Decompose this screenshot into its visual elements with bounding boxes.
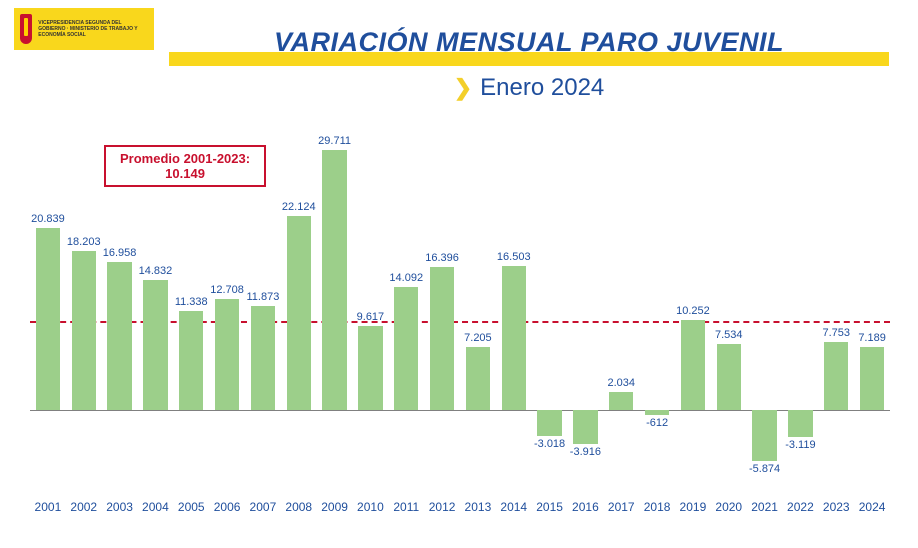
bar-value-label: 12.708 bbox=[210, 284, 244, 296]
bar-value-label: -3.119 bbox=[785, 439, 815, 451]
bar-value-label: 14.832 bbox=[139, 265, 173, 277]
bar bbox=[788, 410, 812, 437]
bar-value-label: 16.503 bbox=[497, 251, 531, 263]
x-axis-label: 2018 bbox=[644, 500, 671, 514]
average-value: 10.149 bbox=[120, 166, 250, 181]
bar-value-label: 7.534 bbox=[715, 329, 743, 341]
x-axis-label: 2009 bbox=[321, 500, 348, 514]
bar-value-label: 7.189 bbox=[858, 332, 886, 344]
average-label: Promedio 2001-2023: bbox=[120, 151, 250, 166]
x-axis-label: 2020 bbox=[715, 500, 742, 514]
x-axis-label: 2004 bbox=[142, 500, 169, 514]
bar bbox=[107, 262, 131, 410]
bar-value-label: 16.396 bbox=[425, 252, 459, 264]
x-axis-label: 2017 bbox=[608, 500, 635, 514]
bar bbox=[860, 347, 884, 410]
bar-value-label: -3.018 bbox=[534, 438, 565, 450]
x-axis-label: 2016 bbox=[572, 500, 599, 514]
x-axis: 2001200220032004200520062007200820092010… bbox=[30, 490, 890, 510]
bar bbox=[466, 347, 490, 410]
bar bbox=[72, 251, 96, 410]
subtitle: Enero 2024 bbox=[480, 74, 604, 102]
x-axis-label: 2013 bbox=[465, 500, 492, 514]
bar-value-label: 22.124 bbox=[282, 201, 316, 213]
x-axis-label: 2006 bbox=[214, 500, 241, 514]
bar bbox=[358, 326, 382, 410]
bar bbox=[430, 267, 454, 410]
x-axis-label: 2021 bbox=[751, 500, 778, 514]
x-axis-label: 2003 bbox=[106, 500, 133, 514]
bar bbox=[322, 150, 346, 410]
x-axis-label: 2024 bbox=[859, 500, 886, 514]
x-axis-label: 2015 bbox=[536, 500, 563, 514]
logo-text: VICEPRESIDENCIA SEGUNDA DEL GOBIERNO · M… bbox=[38, 20, 148, 38]
bar bbox=[179, 311, 203, 410]
x-axis-label: 2014 bbox=[500, 500, 527, 514]
bar-value-label: 11.338 bbox=[175, 296, 208, 308]
bar-chart: 20.83918.20316.95814.832 11.33812.70811.8… bbox=[30, 130, 890, 520]
bar-value-label: 9.617 bbox=[357, 311, 385, 323]
x-axis-label: 2010 bbox=[357, 500, 384, 514]
bar bbox=[717, 344, 741, 410]
bar bbox=[609, 392, 633, 410]
bar-value-label: 18.203 bbox=[67, 236, 101, 248]
bar-value-label: 14.092 bbox=[389, 272, 423, 284]
subtitle-row: ❯ Enero 2024 bbox=[160, 74, 898, 102]
bar bbox=[502, 266, 526, 410]
bar-value-label: 20.839 bbox=[31, 213, 65, 225]
page-title: VARIACIÓN MENSUAL PARO JUVENIL bbox=[160, 27, 898, 58]
bar-value-label: 29.711 bbox=[318, 135, 351, 147]
bar-value-label: 10.252 bbox=[676, 305, 710, 317]
bar-value-label: -612 bbox=[646, 417, 668, 429]
bar bbox=[681, 320, 705, 410]
x-axis-label: 2001 bbox=[35, 500, 62, 514]
bar bbox=[752, 410, 776, 461]
x-axis-label: 2019 bbox=[680, 500, 707, 514]
x-axis-label: 2012 bbox=[429, 500, 456, 514]
bar bbox=[251, 306, 275, 410]
x-axis-label: 2011 bbox=[393, 500, 419, 514]
bar bbox=[36, 228, 60, 410]
bar bbox=[287, 216, 311, 410]
bar bbox=[215, 299, 239, 410]
gov-logo: VICEPRESIDENCIA SEGUNDA DEL GOBIERNO · M… bbox=[14, 8, 154, 50]
bar bbox=[394, 287, 418, 410]
bar-value-label: 16.958 bbox=[103, 247, 137, 259]
x-axis-label: 2002 bbox=[70, 500, 97, 514]
bar-value-label: -3.916 bbox=[570, 446, 601, 458]
bar bbox=[824, 342, 848, 410]
x-axis-label: 2007 bbox=[250, 500, 277, 514]
bar-value-label: -5.874 bbox=[749, 463, 780, 475]
bar-value-label: 2.034 bbox=[607, 377, 635, 389]
bar bbox=[143, 280, 167, 410]
bar-value-label: 7.753 bbox=[822, 327, 850, 339]
bar-value-label: 11.873 bbox=[246, 291, 279, 303]
bar bbox=[573, 410, 597, 444]
x-axis-label: 2005 bbox=[178, 500, 205, 514]
bar-value-label: 7.205 bbox=[464, 332, 492, 344]
bar bbox=[537, 410, 561, 436]
title-block: VARIACIÓN MENSUAL PARO JUVENIL ❯ Enero 2… bbox=[160, 27, 898, 102]
bar bbox=[645, 410, 669, 415]
chevron-right-icon: ❯ bbox=[454, 75, 472, 101]
coat-of-arms-icon bbox=[20, 14, 32, 44]
average-callout: Promedio 2001-2023: 10.149 bbox=[104, 145, 266, 187]
x-axis-label: 2023 bbox=[823, 500, 850, 514]
x-axis-label: 2008 bbox=[285, 500, 312, 514]
x-axis-label: 2022 bbox=[787, 500, 814, 514]
